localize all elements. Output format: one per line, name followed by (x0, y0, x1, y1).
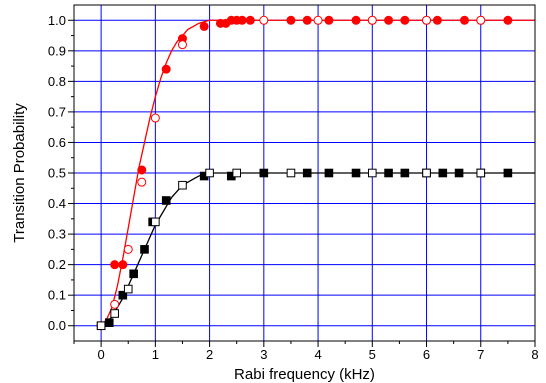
y-tick-label-10: 1.0 (48, 13, 66, 28)
series-0-filled-point-4 (161, 64, 171, 74)
y-tick-label-1: 0.1 (48, 288, 66, 303)
series-1-open-point-10 (476, 168, 486, 178)
y-tick-label-7: 0.7 (48, 104, 66, 119)
y-tick-labels: 0.0 0.1 0.2 0.3 0.4 0.5 0.6 0.7 0.8 0.9 1.0 (48, 13, 66, 333)
series-0-filled-point-22 (459, 15, 469, 25)
series-0-open-point-4 (150, 113, 160, 123)
axis-ticks (68, 19, 536, 347)
series-1-filled-point-14 (400, 168, 410, 178)
y-tick-label-0: 0.0 (48, 318, 66, 333)
series-1-open-point-2 (123, 284, 133, 294)
series-1-open-point-7 (286, 168, 296, 178)
y-tick-label-4: 0.4 (48, 196, 66, 211)
series-1-filled-point-13 (384, 168, 393, 178)
series-1-open-point-4 (178, 180, 187, 190)
x-tick-label-2: 2 (206, 347, 213, 362)
series-1-filled-point-17 (454, 168, 464, 178)
x-tick-labels: 0 1 2 3 4 5 6 7 8 (98, 347, 539, 362)
series-0-filled-point-18 (384, 15, 394, 25)
series-1-open-point-3 (151, 217, 160, 227)
x-tick-label-8: 8 (531, 347, 538, 362)
series-0-filled-point-14 (302, 15, 312, 25)
series-0-open-point-2 (123, 244, 133, 254)
series-1-filled-point-4 (140, 245, 149, 254)
fit-curve-0 (100, 19, 535, 327)
x-tick-label-1: 1 (152, 347, 159, 362)
series-1-filled-point-6 (161, 196, 171, 205)
series-0-filled-point-21 (432, 15, 442, 25)
series-1-filled-point-19 (503, 168, 513, 178)
series-1-filled-point-16 (438, 168, 448, 178)
x-tick-label-6: 6 (423, 347, 430, 362)
series-0-filled-point-24 (503, 15, 513, 25)
series-0-open-point-5 (177, 40, 187, 50)
series-0-filled-point-12 (245, 15, 255, 25)
y-tick-label-3: 0.3 (48, 227, 66, 242)
series-0-filled-point-6 (199, 21, 209, 31)
series-1-filled-point-10 (302, 168, 312, 178)
series-0-filled-point-16 (351, 15, 361, 25)
series-1-filled-point-1 (104, 318, 114, 327)
series-1-filled-point-3 (129, 269, 138, 279)
y-axis-title: Transition Probability (11, 103, 28, 243)
series-1-open-point-8 (367, 168, 377, 178)
grid (74, 5, 536, 341)
series-1-filled-point-9 (259, 168, 269, 178)
series-0-filled-point-2 (118, 260, 128, 270)
y-tick-label-8: 0.8 (48, 74, 66, 89)
series-1-filled-point-12 (351, 168, 361, 178)
x-tick-label-3: 3 (260, 347, 267, 362)
series-0-open-point-7 (313, 15, 323, 25)
x-tick-label-5: 5 (369, 347, 376, 362)
series-1-open-point-9 (422, 168, 431, 178)
y-tick-label-6: 0.6 (48, 135, 66, 150)
x-axis-title: Rabi frequency (kHz) (234, 366, 375, 383)
series-1-open-point-1 (110, 309, 119, 318)
y-tick-label-9: 0.9 (48, 43, 66, 58)
series-0-open-point-1 (110, 299, 120, 309)
y-tick-label-2: 0.2 (48, 257, 66, 272)
data-markers (96, 15, 513, 331)
series-0-filled-point-13 (286, 15, 296, 25)
series-0-open-point-9 (422, 15, 432, 25)
series-0-filled-point-11 (237, 15, 247, 25)
series-0-filled-point-1 (110, 260, 120, 270)
x-tick-label-4: 4 (314, 347, 321, 362)
series-1-filled-point-2 (118, 290, 128, 300)
y-tick-label-5: 0.5 (48, 166, 66, 181)
series-0-open-point-10 (476, 15, 486, 25)
series-0-open-point-6 (259, 15, 269, 25)
series-0-open-point-3 (137, 177, 147, 187)
series-1-filled-point-11 (324, 168, 334, 178)
series-1-open-point-5 (205, 168, 214, 178)
x-tick-label-0: 0 (98, 347, 105, 362)
series-0-filled-point-3 (137, 165, 147, 175)
series-1-open-point-6 (232, 168, 242, 178)
x-tick-label-7: 7 (477, 347, 484, 362)
series-0-filled-point-19 (400, 15, 410, 25)
series-0-open-point-8 (367, 15, 377, 25)
series-0-filled-point-15 (324, 15, 334, 25)
series-1-open-point-0 (96, 321, 106, 331)
